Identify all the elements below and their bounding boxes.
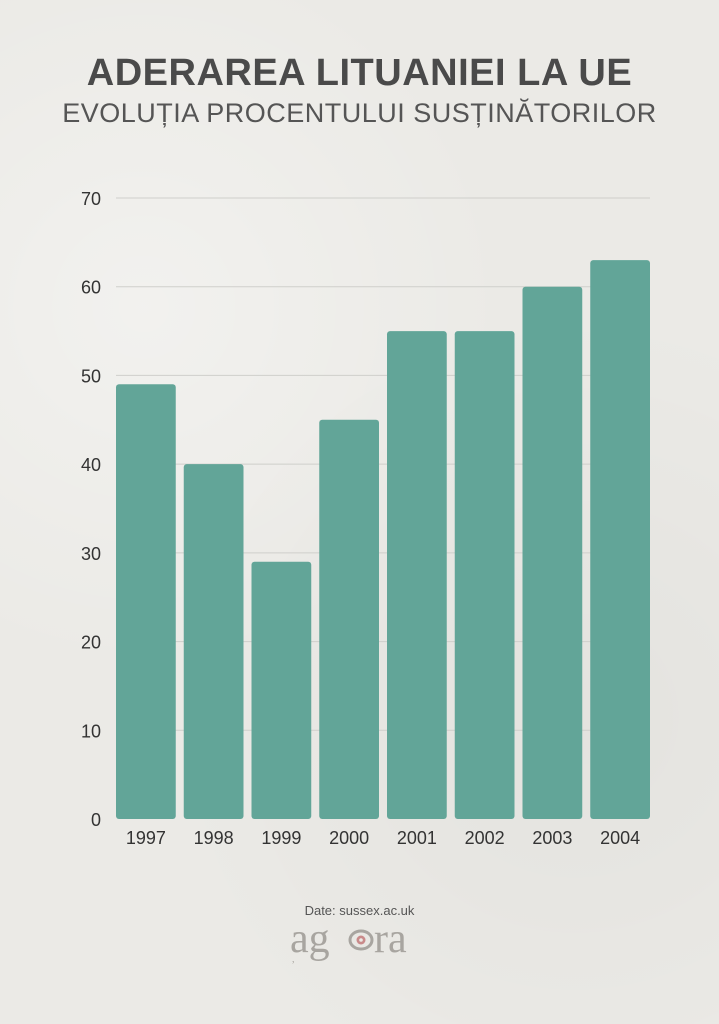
- bar-2003: [522, 286, 583, 819]
- logo-text-left: ag: [290, 918, 330, 962]
- x-tick-label: 1999: [261, 828, 301, 848]
- bar-1997: [116, 384, 176, 819]
- y-axis-ticks: 0 10 20 30 40 50 60 70: [81, 189, 101, 830]
- y-tick-label: 10: [81, 721, 101, 741]
- y-tick-label: 30: [81, 544, 101, 564]
- y-tick-label: 20: [81, 633, 101, 653]
- logo-accent: ,: [292, 954, 295, 964]
- y-tick-label: 70: [81, 189, 101, 209]
- chart-title: ADERAREA LITUANIEI LA UE: [86, 52, 633, 94]
- x-tick-label: 2003: [532, 828, 572, 848]
- bar-1998: [183, 464, 244, 819]
- chart-subtitle: EVOLUȚIA PROCENTULUI SUSȚINĂTORILOR: [62, 98, 657, 128]
- y-tick-label: 0: [91, 810, 101, 830]
- agora-logo: ag ra ,: [0, 916, 719, 969]
- eye-icon: [348, 929, 373, 951]
- y-tick-label: 50: [81, 366, 101, 386]
- bar-1999: [251, 561, 312, 819]
- bars: [116, 260, 650, 820]
- x-tick-label: 2000: [329, 828, 369, 848]
- y-tick-label: 60: [81, 278, 101, 298]
- bar-2002: [454, 331, 515, 819]
- data-source: Date: sussex.ac.uk: [304, 903, 415, 918]
- x-tick-label: 2002: [465, 828, 505, 848]
- x-tick-label: 2004: [600, 828, 640, 848]
- y-tick-label: 40: [81, 455, 101, 475]
- bar-2004: [590, 260, 650, 820]
- logo-text-right: ra: [374, 918, 407, 962]
- bar-2000: [319, 419, 379, 819]
- x-tick-label: 2001: [397, 828, 437, 848]
- x-axis-ticks: 1997 1998 1999 2000 2001 2002 2003 2004: [126, 828, 640, 848]
- x-tick-label: 1997: [126, 828, 166, 848]
- agora-logo-mark: ag ra ,: [290, 916, 407, 965]
- x-tick-label: 1998: [194, 828, 234, 848]
- bar-2001: [387, 331, 447, 819]
